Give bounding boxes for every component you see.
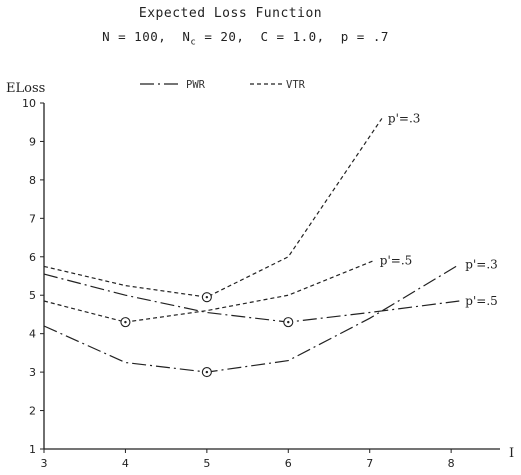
x-tick-label: 8 xyxy=(448,457,455,470)
y-tick-label: 2 xyxy=(29,405,36,418)
x-tick-label: 4 xyxy=(122,457,129,470)
chart-subtitle: N = 100, Nc = 20, C = 1.0, p = .7 xyxy=(102,29,389,48)
y-tick-label: 8 xyxy=(29,174,36,187)
series-annotation: p'=.3 xyxy=(465,257,497,271)
legend-label-pwr: PWR xyxy=(186,79,206,91)
title-block: Expected Loss Function N = 100, Nc = 20,… xyxy=(0,6,521,48)
y-axis-label: ELoss xyxy=(6,81,45,96)
axes xyxy=(43,103,500,450)
series-annotation: p'=.5 xyxy=(380,254,412,268)
x-tick-label: 5 xyxy=(203,457,210,470)
x-axis-label: I xyxy=(509,446,514,461)
series-marker-dot xyxy=(287,320,290,324)
y-tick-label: 3 xyxy=(29,366,36,379)
legend-label-vtr: VTR xyxy=(286,79,306,91)
chart-title: Expected Loss Function xyxy=(138,6,323,21)
series-annotation: p'=.5 xyxy=(465,294,497,308)
x-tick-label: 6 xyxy=(285,457,292,470)
series-marker-dot xyxy=(205,295,209,299)
series-line-pwr-3 xyxy=(43,273,460,323)
y-tick-label: 4 xyxy=(29,328,36,341)
y-tick-label: 10 xyxy=(22,97,36,110)
x-tick-label: 3 xyxy=(41,457,48,470)
y-tick-label: 5 xyxy=(29,289,36,302)
series-markers xyxy=(120,292,294,378)
series-marker-dot xyxy=(205,370,209,374)
series-annotations: p'=.3 p'=.5 p'=.3 p'=.5 xyxy=(380,111,498,308)
y-tick-label: 1 xyxy=(29,443,36,456)
series-line-pwr-2 xyxy=(43,263,460,373)
series-line-vtr-0 xyxy=(43,118,383,298)
series-line-vtr-1 xyxy=(43,260,375,323)
y-tick-label: 6 xyxy=(29,251,36,264)
y-tick-label: 7 xyxy=(29,212,36,225)
x-tick-label: 7 xyxy=(366,457,373,470)
y-tick-label: 9 xyxy=(29,135,36,148)
series-annotation: p'=.3 xyxy=(388,111,420,125)
series-lines xyxy=(43,118,460,373)
legend: PWR VTR xyxy=(140,79,306,91)
series-marker-dot xyxy=(124,320,127,324)
